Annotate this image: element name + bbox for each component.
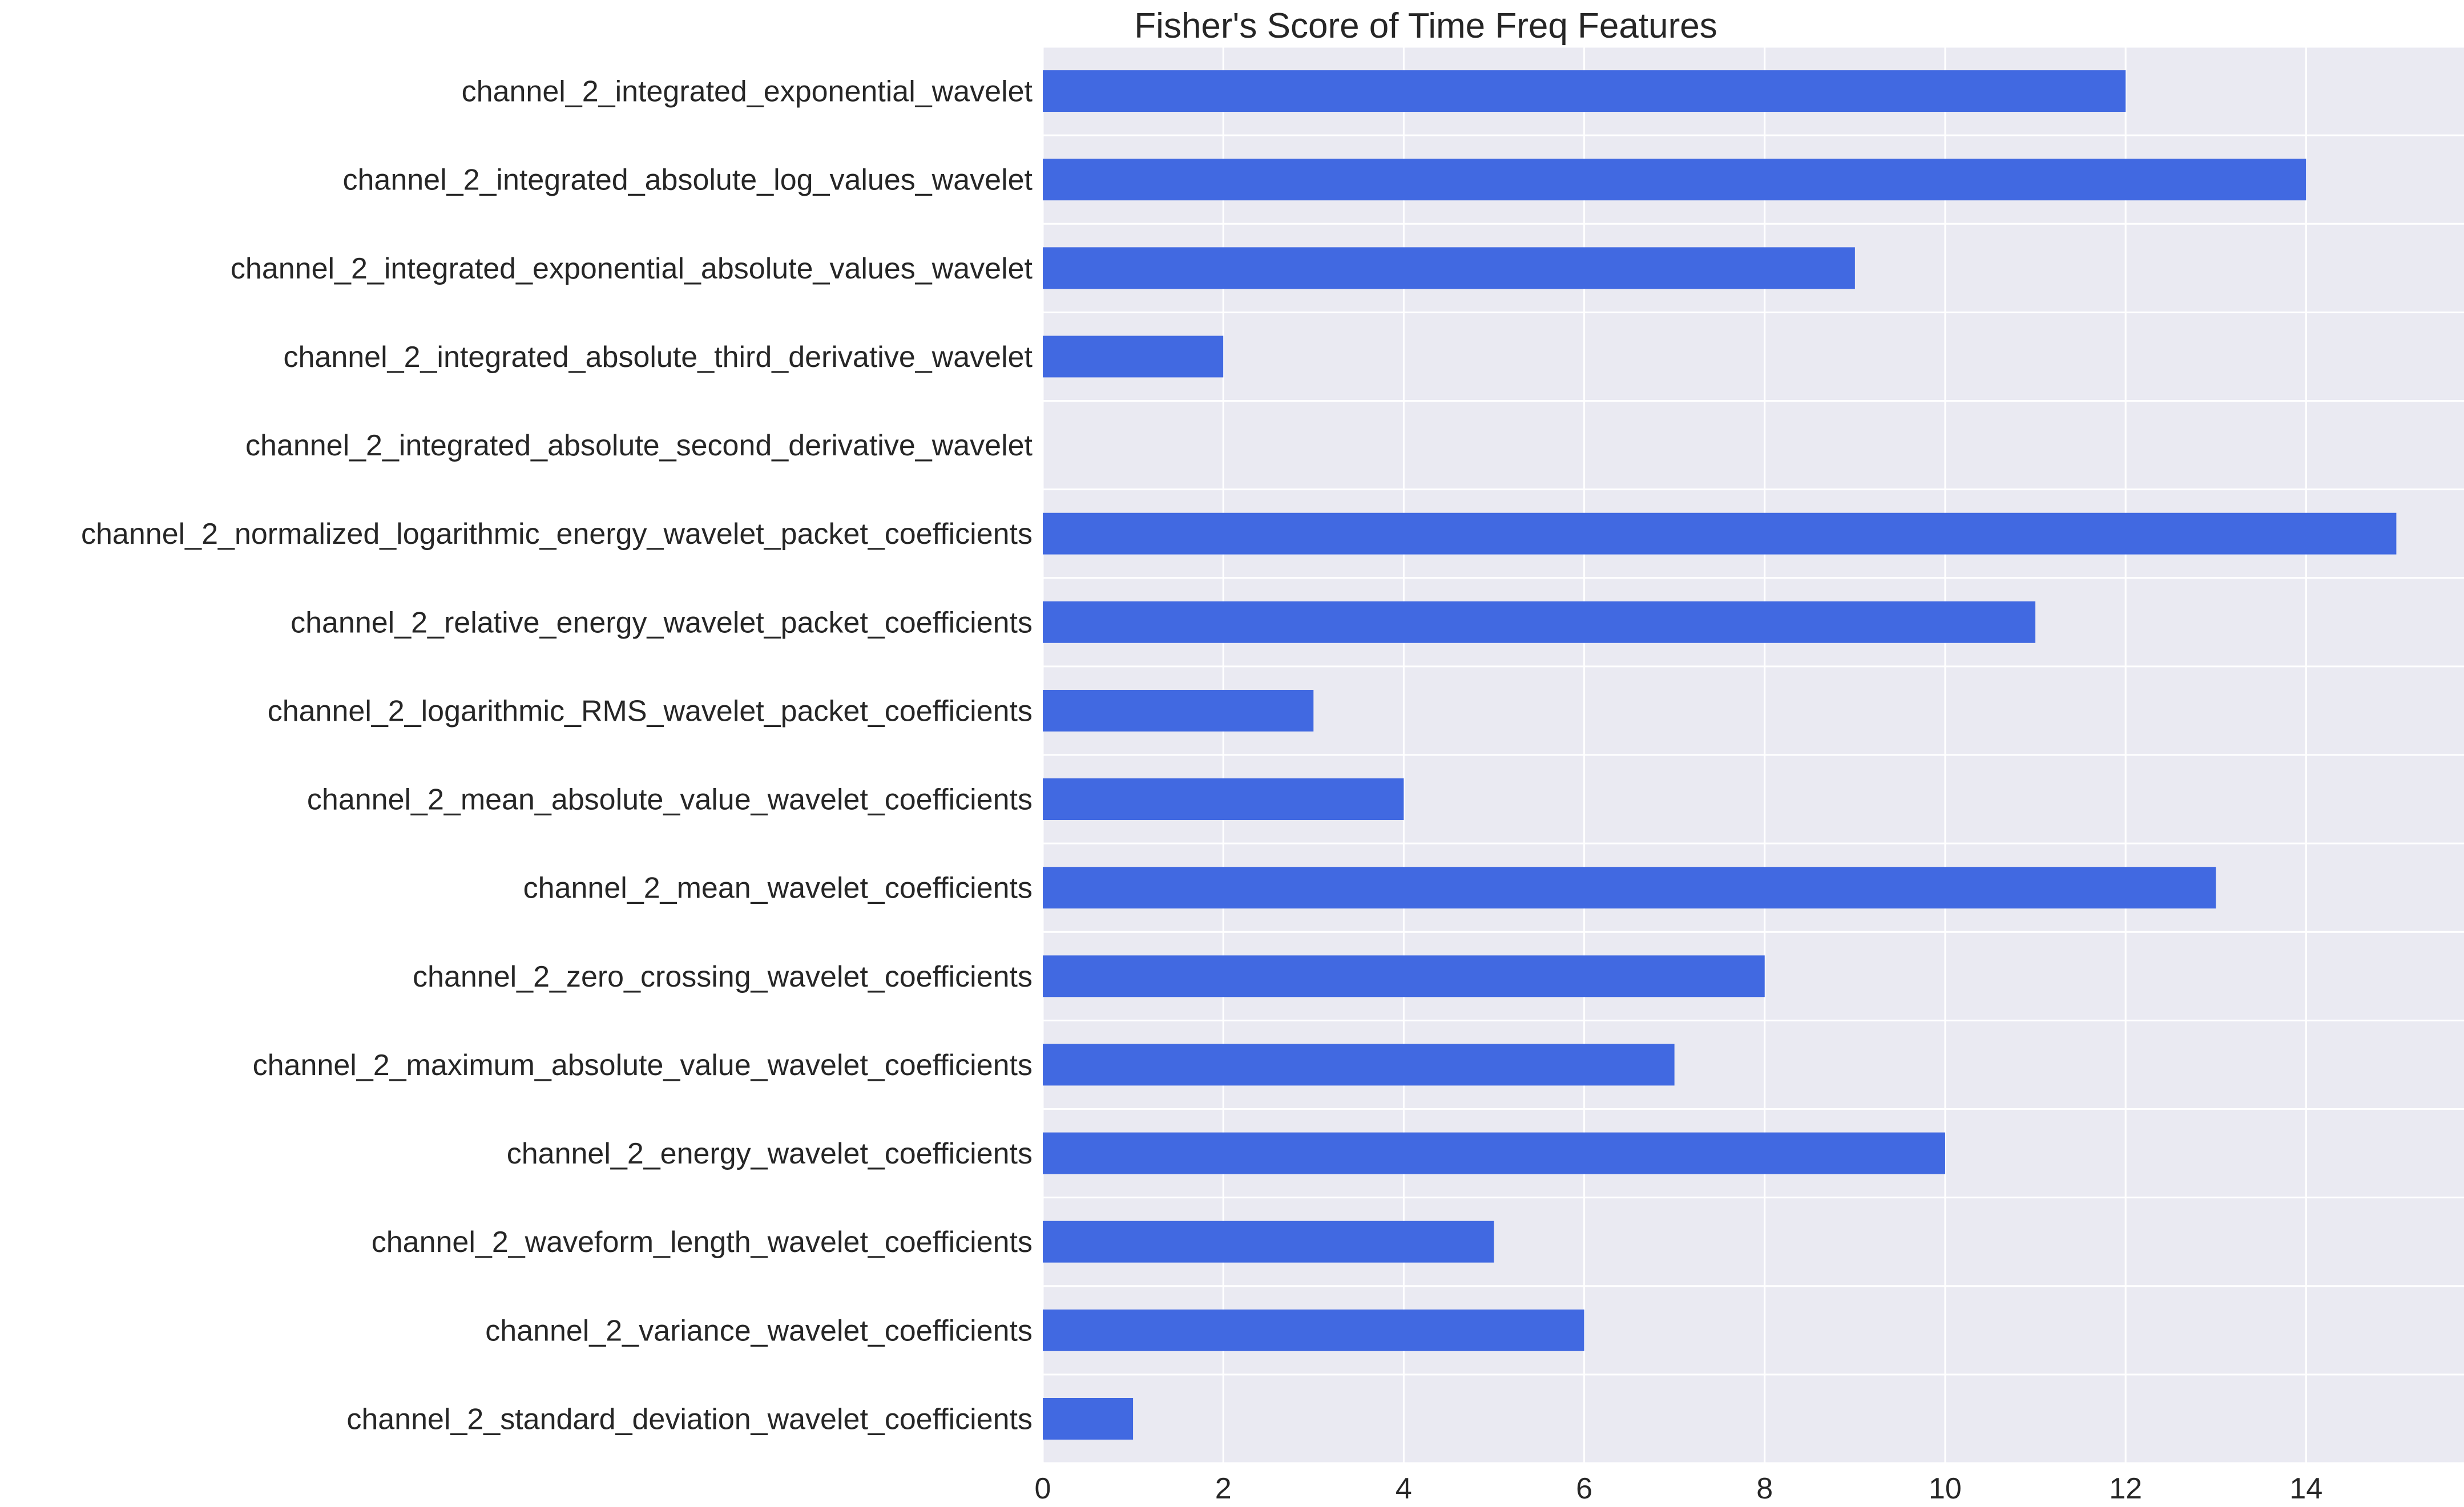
bar [1043,1309,1584,1351]
bar [1043,1397,1134,1440]
x-tick-label: 0 [1035,1472,1051,1505]
x-tick-label: 4 [1396,1472,1412,1505]
category-label: channel_2_mean_wavelet_coefficients [523,872,1033,905]
bar [1043,70,2126,112]
category-label: channel_2_variance_wavelet_coefficients [485,1314,1033,1347]
category-label: channel_2_integrated_absolute_log_values… [343,164,1033,197]
bar [1043,1221,1494,1263]
chart-title: Fisher's Score of Time Freq Features [1134,6,1717,46]
x-tick-label: 6 [1576,1472,1592,1505]
category-label: channel_2_zero_crossing_wavelet_coeffici… [413,960,1033,993]
bar [1043,601,2036,643]
bar [1043,247,1855,289]
category-label: channel_2_waveform_length_wavelet_coeffi… [372,1226,1033,1259]
bar [1043,159,2306,201]
category-label: channel_2_relative_energy_wavelet_packet… [291,606,1033,639]
x-tick-label: 2 [1215,1472,1232,1505]
category-label: channel_2_energy_wavelet_coefficients [507,1137,1033,1170]
x-tick-label: 8 [1756,1472,1773,1505]
bar [1043,336,1224,378]
x-tick-label: 14 [2289,1472,2322,1505]
category-labels: channel_2_integrated_exponential_wavelet… [81,75,1033,1436]
bar [1043,867,2216,909]
bar [1043,778,1404,821]
bar [1043,689,1314,732]
category-label: channel_2_integrated_exponential_absolut… [231,252,1033,285]
category-label: channel_2_integrated_exponential_wavelet [462,75,1033,108]
category-label: channel_2_logarithmic_RMS_wavelet_packet… [268,694,1033,728]
bar [1043,1044,1675,1086]
category-label: channel_2_maximum_absolute_value_wavelet… [253,1049,1033,1082]
bar [1043,1132,1945,1174]
bar [1043,512,2397,555]
category-label: channel_2_integrated_absolute_third_deri… [284,341,1033,374]
category-label: channel_2_mean_absolute_value_wavelet_co… [307,783,1033,817]
category-label: channel_2_normalized_logarithmic_energy_… [81,518,1033,551]
x-tick-labels: 0 2 4 6 8 10 12 14 [1035,1472,2323,1505]
bars [1043,70,2397,1440]
category-label: channel_2_standard_deviation_wavelet_coe… [346,1403,1033,1436]
category-label: channel_2_integrated_absolute_second_der… [245,429,1033,462]
x-tick-label: 12 [2109,1472,2142,1505]
x-tick-label: 10 [1929,1472,1962,1505]
bar [1043,955,1765,997]
